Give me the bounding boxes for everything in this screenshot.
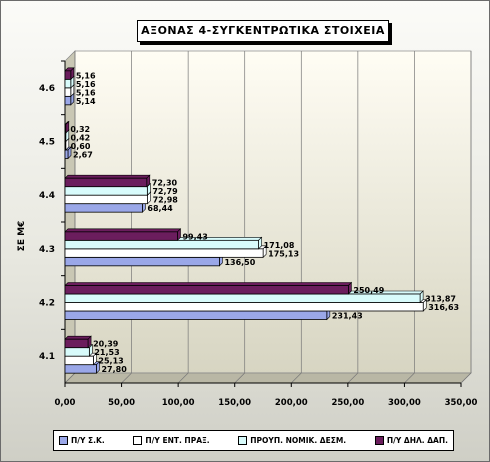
- legend-swatch: [59, 436, 68, 445]
- x-tick-label: 200,00: [275, 398, 308, 408]
- x-tick-label: 150,00: [218, 398, 251, 408]
- legend-item: Π/Υ Σ.Κ.: [59, 436, 105, 445]
- bar: [64, 78, 72, 89]
- bar: [64, 194, 148, 205]
- y-axis-label: ΣΕ Μ€: [17, 220, 27, 252]
- legend-swatch: [238, 436, 248, 445]
- bar: [64, 355, 94, 366]
- data-label: 0,42: [70, 134, 90, 143]
- bar: [64, 302, 424, 312]
- bar: [64, 364, 97, 374]
- bar: [64, 87, 72, 97]
- bar: [64, 338, 89, 349]
- legend-item: Π/Υ ΔΗΛ. ΔΑΠ.: [374, 436, 448, 445]
- x-tick-label: 350,00: [445, 398, 478, 408]
- bar: [64, 124, 67, 134]
- y-tick-label: 4.4: [39, 191, 55, 201]
- legend-swatch: [133, 436, 143, 445]
- data-label: 5,14: [76, 97, 96, 106]
- legend-label: ΠΡΟΥΠ. ΝΟΜΙΚ. ΔΕΣΜ.: [250, 436, 347, 445]
- data-label: 0,32: [70, 125, 90, 134]
- x-tick-label: 300,00: [388, 398, 421, 408]
- data-label: 5,16: [76, 71, 96, 80]
- bar: [64, 248, 264, 258]
- bar: [64, 310, 328, 320]
- legend-label: Π/Υ ΕΝΤ. ΠΡΑΞ.: [145, 436, 210, 445]
- bar: [64, 177, 148, 188]
- bar: [64, 149, 69, 159]
- floor: [64, 372, 472, 384]
- y-tick-label: 4.2: [39, 299, 55, 309]
- data-label: 5,16: [76, 80, 96, 89]
- y-tick-label: 4.5: [39, 138, 55, 148]
- bar: [64, 239, 259, 250]
- gridline-floor: [177, 372, 189, 384]
- x-tick-label: 0,00: [55, 398, 76, 408]
- x-tick-label: 50,00: [108, 398, 135, 408]
- legend-swatch: [374, 436, 384, 445]
- data-label: 99,43: [182, 232, 207, 241]
- data-label: 136,50: [224, 258, 255, 267]
- legend-item: ΠΡΟΥΠ. ΝΟΜΙΚ. ΔΕΣΜ.: [238, 436, 346, 445]
- data-label: 72,79: [152, 187, 178, 196]
- data-label: 20,39: [93, 340, 119, 349]
- data-label: 2,67: [73, 151, 93, 160]
- y-tick-label: 4.6: [39, 84, 55, 94]
- legend-label: Π/Υ Σ.Κ.: [71, 436, 105, 445]
- gridline-floor: [460, 372, 472, 384]
- bar-top: [64, 228, 182, 233]
- bar: [64, 285, 349, 295]
- data-label: 21,53: [94, 348, 119, 357]
- data-label: 316,63: [428, 303, 459, 312]
- legend-label: Π/Υ ΔΗΛ. ΔΑΠ.: [386, 436, 448, 445]
- legend: Π/Υ Σ.Κ. Π/Υ ΕΝΤ. ΠΡΑΞ. ΠΡΟΥΠ. ΝΟΜΙΚ. ΔΕΣΜ…: [53, 430, 454, 451]
- data-label: 27,80: [101, 365, 127, 374]
- x-tick-label: 250,00: [331, 398, 364, 408]
- y-tick-label: 4.3: [39, 245, 55, 255]
- data-label: 171,08: [264, 241, 295, 250]
- gridline-floor: [347, 372, 359, 384]
- gridline-floor: [404, 372, 415, 384]
- y-tick-label: 4.1: [39, 352, 55, 362]
- data-label: 250,49: [353, 286, 384, 295]
- bar: [64, 95, 72, 106]
- bar: [64, 132, 67, 142]
- chart-title: ΑΞΟΝΑΣ 4-ΣΥΓΚΕΝΤΡΩΤΙΚΑ ΣΤΟΙΧΕΙΑ: [137, 20, 389, 42]
- bar: [64, 347, 90, 357]
- data-label: 25,13: [98, 357, 123, 366]
- bar: [64, 203, 143, 213]
- gridline-floor: [121, 372, 132, 384]
- gridline-floor: [291, 372, 302, 384]
- data-label: 72,98: [153, 196, 179, 205]
- bar-top: [64, 335, 92, 340]
- data-label: 5,16: [76, 88, 96, 97]
- bar-top: [64, 174, 151, 179]
- data-label: 313,87: [425, 295, 456, 304]
- bar: [64, 186, 148, 196]
- gridline-floor: [64, 372, 76, 384]
- gridline-floor: [234, 372, 245, 384]
- data-label: 72,30: [152, 179, 178, 188]
- data-label: 175,13: [268, 249, 299, 258]
- data-label: 68,44: [147, 204, 173, 213]
- bar: [64, 141, 67, 151]
- legend-item: Π/Υ ΕΝΤ. ΠΡΑΞ.: [133, 436, 210, 445]
- bar-top: [64, 282, 353, 286]
- bar: [64, 293, 421, 303]
- bar: [64, 256, 220, 267]
- data-label: 231,43: [332, 312, 363, 321]
- bar: [64, 70, 72, 80]
- x-tick-label: 100,00: [162, 398, 195, 408]
- data-label: 0,60: [71, 142, 91, 151]
- bar: [64, 231, 178, 241]
